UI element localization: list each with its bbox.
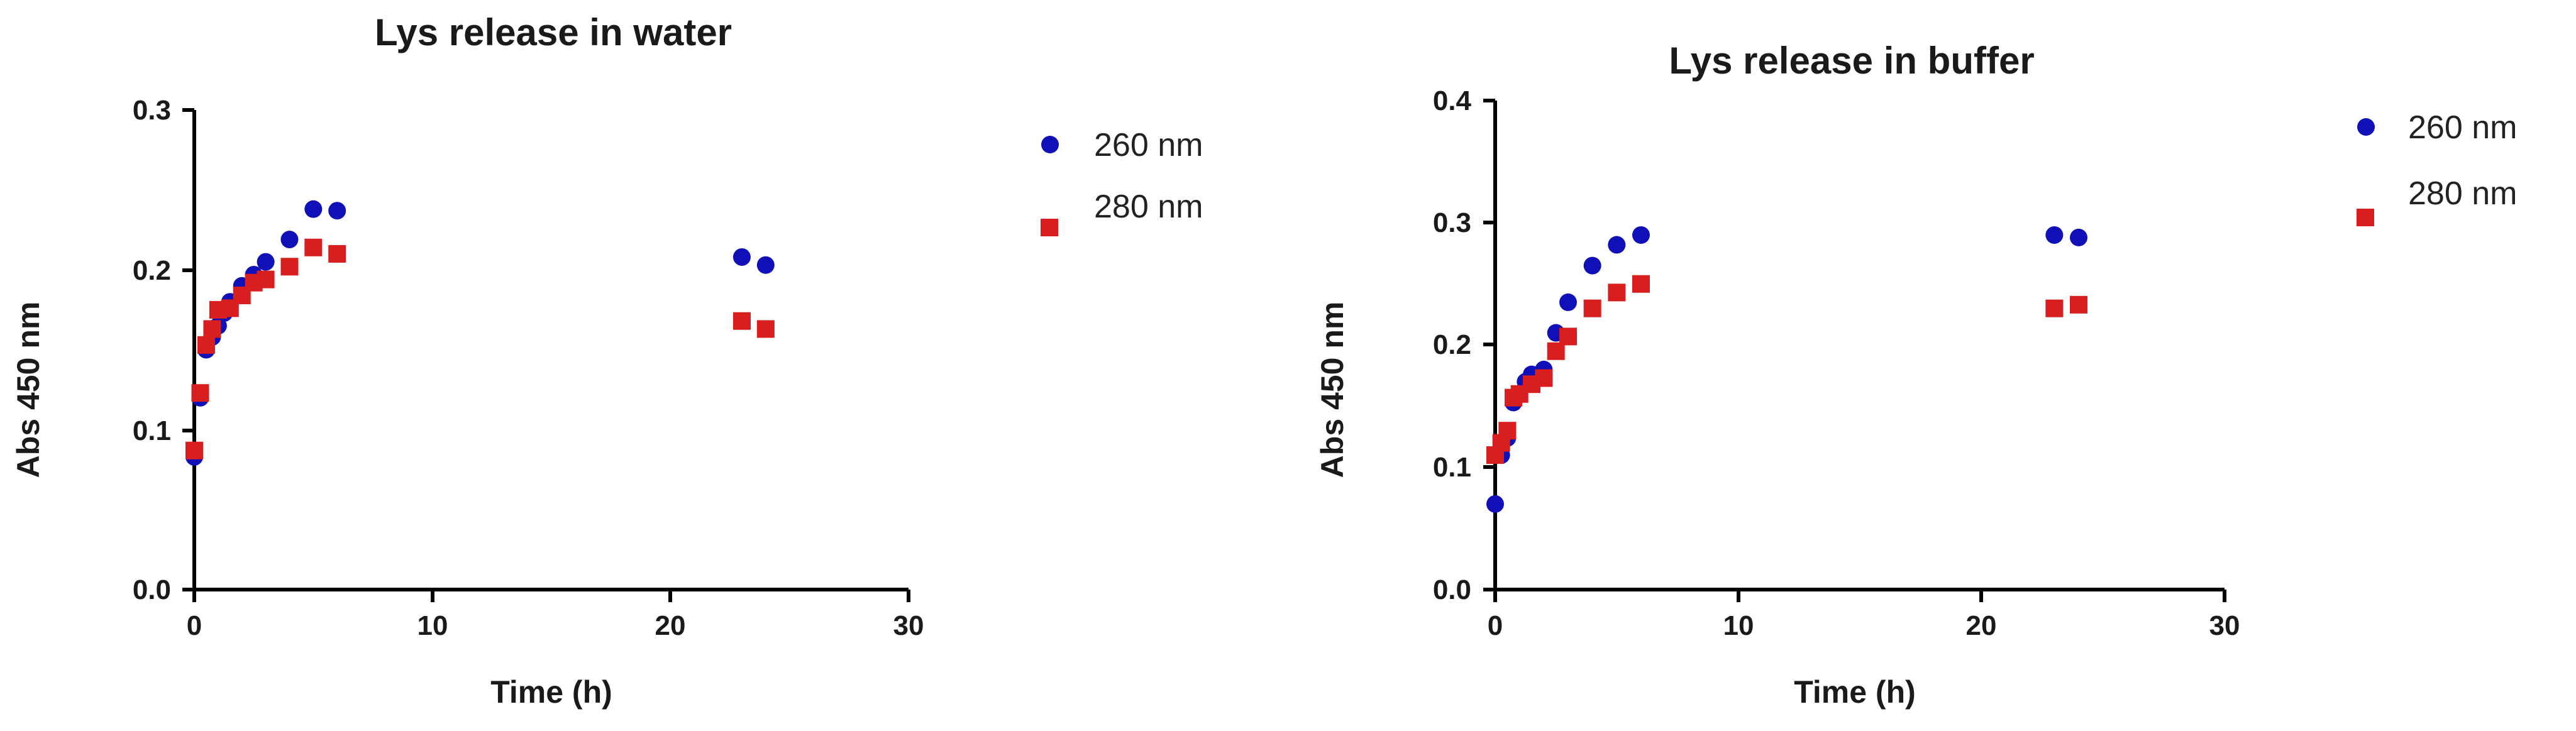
legend: 260 nm 280 nm (2357, 109, 2517, 226)
data-point-260-nm (257, 253, 275, 271)
data-point-260-nm (304, 200, 323, 218)
data-points (1486, 226, 2087, 513)
data-point-260-nm (1608, 236, 1626, 254)
x-tick-label: 30 (893, 610, 924, 641)
x-tick-label: 30 (2209, 610, 2240, 641)
data-point-260-nm (280, 231, 299, 249)
legend-marker-260-nm (2357, 118, 2375, 136)
legend-label-280-nm: 280 nm (1094, 189, 1203, 225)
y-axis-label: Abs 450 nm (11, 302, 46, 478)
data-point-280-nm (197, 336, 215, 354)
data-point-280-nm (257, 270, 275, 289)
data-point-280-nm (1559, 327, 1577, 346)
data-point-280-nm (1535, 369, 1553, 387)
data-point-280-nm (191, 384, 209, 402)
x-tick-label: 20 (655, 610, 686, 641)
chart-title: Lys release in water (375, 11, 732, 53)
x-tick-label: 0 (1488, 610, 1503, 641)
y-tick-label: 0.3 (133, 95, 171, 126)
legend-label-260-nm: 260 nm (1094, 127, 1203, 163)
y-tick-label: 0.4 (1433, 85, 1472, 116)
data-point-260-nm (1559, 293, 1577, 311)
y-tick-label: 0.3 (1433, 207, 1471, 238)
data-point-280-nm (1583, 299, 1601, 317)
data-point-260-nm (2045, 226, 2064, 244)
legend-label-260-nm: 260 nm (2408, 109, 2517, 146)
data-point-280-nm (1632, 275, 1650, 293)
y-tick-label: 0.2 (1433, 329, 1471, 360)
legend-marker-280-nm (2357, 209, 2374, 226)
legend-marker-260-nm (1041, 136, 1059, 153)
data-point-280-nm (304, 238, 323, 256)
data-point-280-nm (185, 441, 203, 459)
data-point-280-nm (1547, 342, 1565, 360)
data-point-260-nm (328, 202, 346, 220)
x-axis-label: Time (h) (490, 674, 612, 710)
y-tick-label: 0.0 (1433, 574, 1471, 605)
chart-title: Lys release in buffer (1669, 40, 2034, 82)
data-point-280-nm (1498, 422, 1517, 440)
data-point-280-nm (756, 320, 775, 338)
data-point-280-nm (203, 320, 221, 338)
y-tick-label: 0.1 (1433, 452, 1471, 483)
legend-marker-280-nm (1041, 219, 1058, 236)
data-point-260-nm (1486, 495, 1504, 513)
x-axis-label: Time (h) (1794, 674, 1916, 710)
chart-panel-water: Lys release in water Abs 450 nm Time (h)… (11, 11, 1203, 710)
data-point-260-nm (1583, 256, 1601, 275)
legend: 260 nm 280 nm (1041, 127, 1203, 236)
data-point-280-nm (328, 245, 346, 263)
data-point-260-nm (1632, 226, 1650, 244)
data-point-280-nm (2045, 299, 2064, 317)
x-tick-label: 10 (1723, 610, 1754, 641)
x-tick-label: 20 (1966, 610, 1997, 641)
y-axis-label: Abs 450 nm (1315, 302, 1350, 478)
chart-panel-buffer: Lys release in buffer Abs 450 nm Time (h… (1315, 40, 2517, 710)
data-point-260-nm (756, 256, 775, 274)
x-tick-label: 0 (187, 610, 202, 641)
data-point-280-nm (1608, 283, 1626, 302)
data-point-280-nm (280, 258, 299, 276)
data-point-280-nm (732, 312, 751, 330)
data-point-260-nm (732, 248, 751, 266)
x-tick-label: 10 (417, 610, 448, 641)
data-point-280-nm (2070, 295, 2087, 314)
y-tick-label: 0.2 (133, 255, 171, 286)
y-tick-label: 0.1 (133, 415, 171, 446)
y-tick-label: 0.0 (133, 574, 171, 605)
data-point-260-nm (2070, 228, 2087, 246)
legend-label-280-nm: 280 nm (2408, 175, 2517, 212)
data-points (185, 200, 775, 466)
